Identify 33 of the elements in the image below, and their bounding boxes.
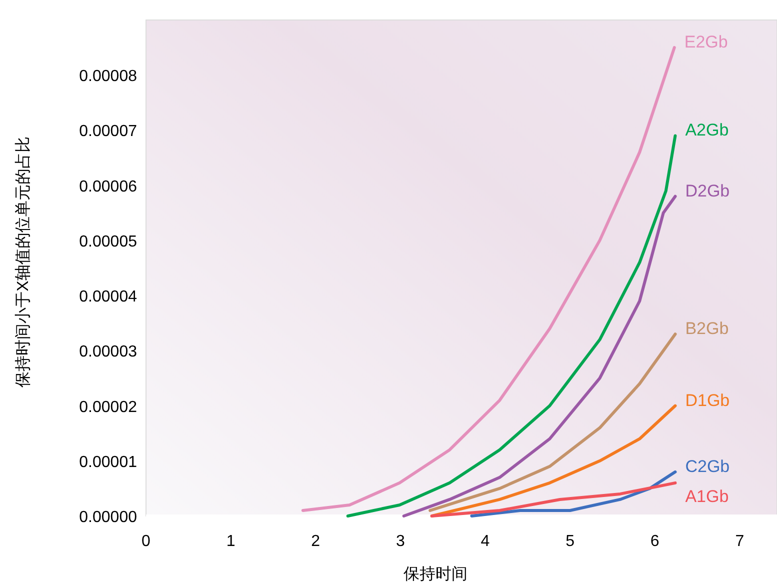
y-tick-label: 0.00004 [79, 288, 138, 306]
y-tick-label: 0.00005 [79, 233, 138, 250]
series-label: D1Gb [685, 390, 730, 410]
x-axis-title: 保持时间 [404, 565, 468, 583]
line-series [430, 481, 677, 518]
x-tick-label: 5 [566, 533, 575, 550]
series-label: A1Gb [685, 486, 729, 506]
y-tick-label: 0.00001 [79, 454, 138, 471]
series-label: B2Gb [685, 319, 729, 338]
y-tick-label: 0.00002 [79, 398, 138, 416]
series-label: D2Gb [685, 181, 730, 200]
y-tick-label: 0.00008 [79, 68, 138, 86]
x-tick-label: 0 [142, 533, 151, 550]
x-tick-label: 3 [396, 533, 405, 550]
x-tick-label: 7 [735, 533, 744, 550]
series-label: C2Gb [685, 456, 730, 476]
series-label: A2Gb [685, 120, 729, 140]
line-series [346, 134, 677, 518]
y-tick-label: 0.00007 [79, 123, 138, 140]
line-series [428, 332, 677, 512]
x-tick-label: 1 [226, 533, 236, 550]
series-label: E2Gb [684, 32, 728, 52]
line-series [430, 404, 677, 518]
line-series [402, 194, 677, 518]
x-tick-label: 6 [650, 533, 660, 550]
y-axis-title: 保持时间小于X轴值的位单元的占比 [14, 136, 32, 388]
line-series [301, 46, 676, 512]
line-series [470, 470, 677, 518]
y-tick-label: 0.00006 [79, 178, 138, 196]
y-tick-label: 0.00000 [79, 509, 138, 526]
x-tick-label: 2 [311, 533, 320, 550]
x-tick-label: 4 [480, 533, 490, 550]
y-tick-label: 0.00003 [79, 344, 138, 361]
